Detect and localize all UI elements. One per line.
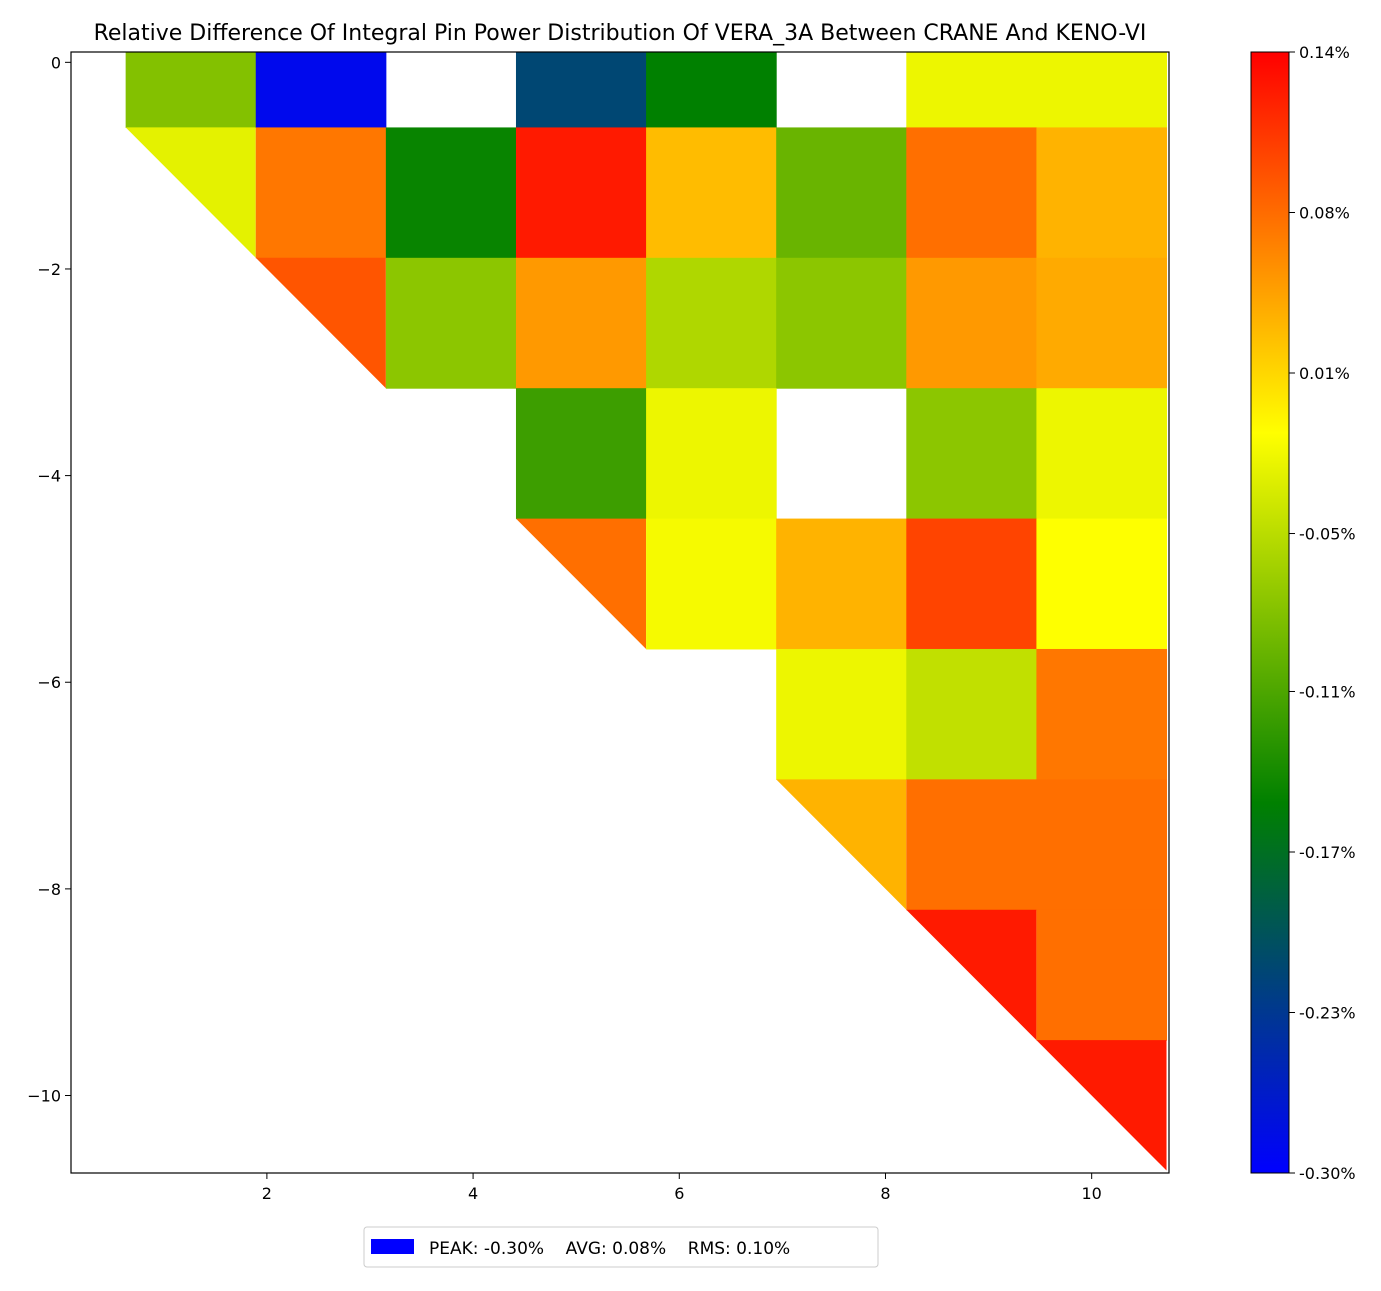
heatmap-cell [776, 648, 907, 780]
y-axis: 0 −2 −4 −6 −8 −10 [27, 53, 71, 1106]
heatmap-cell [1036, 909, 1168, 1041]
heatmap-cell [906, 518, 1037, 650]
heatmap-cell [1036, 52, 1168, 128]
y-tick-label: −4 [37, 467, 61, 486]
cells-layer [125, 52, 1168, 1171]
heatmap-cell [1036, 518, 1168, 650]
y-tick-label: −8 [37, 880, 61, 899]
legend-swatch [371, 1239, 414, 1254]
heatmap-cell [125, 52, 257, 128]
heatmap-cell [255, 52, 387, 128]
heatmap-cell [906, 257, 1037, 389]
legend-frame [363, 1226, 879, 1268]
colorbar-tick-label: -0.17% [1299, 843, 1356, 862]
colorbar-ticks: 0.14% 0.08% 0.01% -0.05% -0.11% -0.17% -0.23% -… [1289, 43, 1356, 1183]
colorbar-tick-label: -0.05% [1299, 525, 1356, 544]
heatmap-cell [776, 257, 907, 389]
heatmap-cell [385, 257, 517, 389]
heatmap-cell [515, 518, 647, 649]
colorbar-tick-label: 0.14% [1299, 43, 1350, 62]
x-tick-label: 10 [1081, 1184, 1101, 1203]
x-tick-label: 6 [674, 1184, 684, 1203]
heatmap-cell [646, 388, 777, 520]
heatmap-cell [906, 127, 1037, 259]
heatmap-cell [1036, 127, 1168, 259]
x-tick-label: 2 [262, 1184, 272, 1203]
heatmap-cell [776, 779, 907, 910]
heatmap-cell [906, 388, 1037, 520]
heatmap-cell [515, 257, 647, 389]
heatmap-cell [646, 52, 777, 128]
heatmap-cell [385, 127, 517, 259]
heatmap-cell [1036, 1040, 1167, 1171]
heatmap-cell [1036, 779, 1168, 911]
x-tick-label: 4 [468, 1184, 478, 1203]
colorbar-tick-label: -0.11% [1299, 682, 1356, 701]
heatmap-cell [1036, 648, 1168, 780]
heatmap-cell [646, 257, 777, 389]
heatmap-cell [906, 909, 1037, 1041]
heatmap-cell [515, 388, 647, 520]
plot-frame [70, 51, 1170, 1174]
heatmap-cell [125, 127, 256, 258]
heatmap-cell [906, 52, 1037, 128]
legend: PEAK: -0.30% AVG: 0.08% RMS: 0.10% [363, 1226, 879, 1268]
heatmap-cell [515, 52, 647, 128]
colorbar-tick-label: 0.01% [1299, 364, 1350, 383]
heatmap-cell [515, 127, 647, 259]
heatmap-cell [1036, 388, 1168, 520]
x-tick-label: 8 [880, 1184, 890, 1203]
heatmap-cell [255, 257, 386, 389]
colorbar-tick-label: 0.08% [1299, 204, 1350, 223]
heatmap-cell [1036, 257, 1168, 389]
x-axis: 2 4 6 8 10 [262, 1173, 1102, 1203]
colorbar [1250, 51, 1290, 1174]
chart-title: Relative Difference Of Integral Pin Powe… [94, 21, 1147, 46]
heatmap-cell [776, 127, 907, 259]
colorbar-tick-label: -0.30% [1299, 1164, 1356, 1183]
heatmap-cell [255, 127, 387, 259]
y-tick-label: −2 [37, 260, 61, 279]
heatmap-cell [646, 127, 777, 259]
y-tick-label: −10 [27, 1087, 61, 1106]
heatmap-cell [646, 518, 777, 650]
colorbar-tick-label: -0.23% [1299, 1003, 1356, 1022]
heatmap-cell [776, 518, 907, 650]
heatmap-cell [906, 648, 1037, 780]
legend-label: PEAK: -0.30% AVG: 0.08% RMS: 0.10% [429, 1239, 790, 1259]
y-tick-label: 0 [51, 53, 61, 72]
y-tick-label: −6 [37, 673, 61, 692]
heatmap-cell [906, 779, 1037, 911]
